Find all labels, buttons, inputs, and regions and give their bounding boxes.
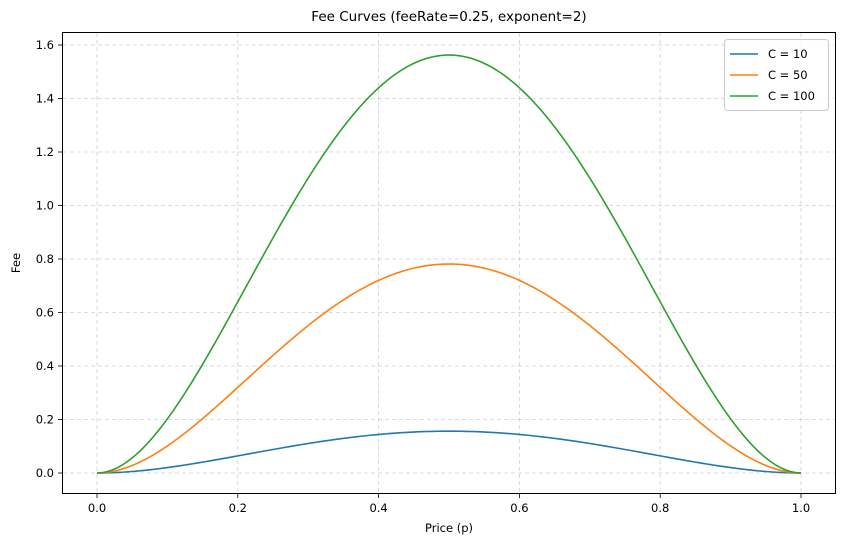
- x-tick-label: 0.8: [651, 501, 669, 515]
- series-line-3: [96, 54, 802, 474]
- y-tick-label: 0.4: [36, 359, 54, 373]
- y-tick-label: 0.6: [36, 306, 54, 320]
- legend: C = 10 C = 50 C = 100: [724, 39, 829, 111]
- y-tick-label: 1.0: [36, 199, 54, 213]
- series-lines: [96, 54, 802, 474]
- y-tick-label: 1.4: [36, 92, 54, 106]
- y-tick-label: 0.0: [36, 466, 54, 480]
- legend-label: C = 100: [768, 89, 815, 103]
- x-tick-label: 0.2: [229, 501, 247, 515]
- y-axis-label: Fee: [9, 253, 23, 273]
- x-tick-label: 0.0: [88, 501, 106, 515]
- x-axis-ticks: 0.0 0.2 0.4 0.6 0.8 1.0: [88, 494, 810, 515]
- y-axis-ticks: 0.0 0.2 0.4 0.6 0.8 1.0 1.2 1.4 1.6: [36, 38, 62, 480]
- legend-label: C = 50: [768, 68, 808, 82]
- grid-lines: [63, 33, 835, 493]
- x-axis-label: Price (p): [425, 521, 473, 535]
- y-tick-label: 0.8: [36, 252, 54, 266]
- y-tick-label: 0.2: [36, 413, 54, 427]
- legend-box: [724, 39, 829, 111]
- series-line-1: [96, 430, 802, 474]
- x-tick-label: 1.0: [792, 501, 810, 515]
- chart-title: Fee Curves (feeRate=0.25, exponent=2): [311, 9, 586, 25]
- y-tick-label: 1.2: [36, 145, 54, 159]
- legend-label: C = 10: [768, 47, 808, 61]
- y-tick-label: 1.6: [36, 38, 54, 52]
- x-tick-label: 0.6: [510, 501, 528, 515]
- x-tick-label: 0.4: [369, 501, 387, 515]
- axes-frame: [62, 32, 836, 494]
- series-line-2: [96, 263, 802, 474]
